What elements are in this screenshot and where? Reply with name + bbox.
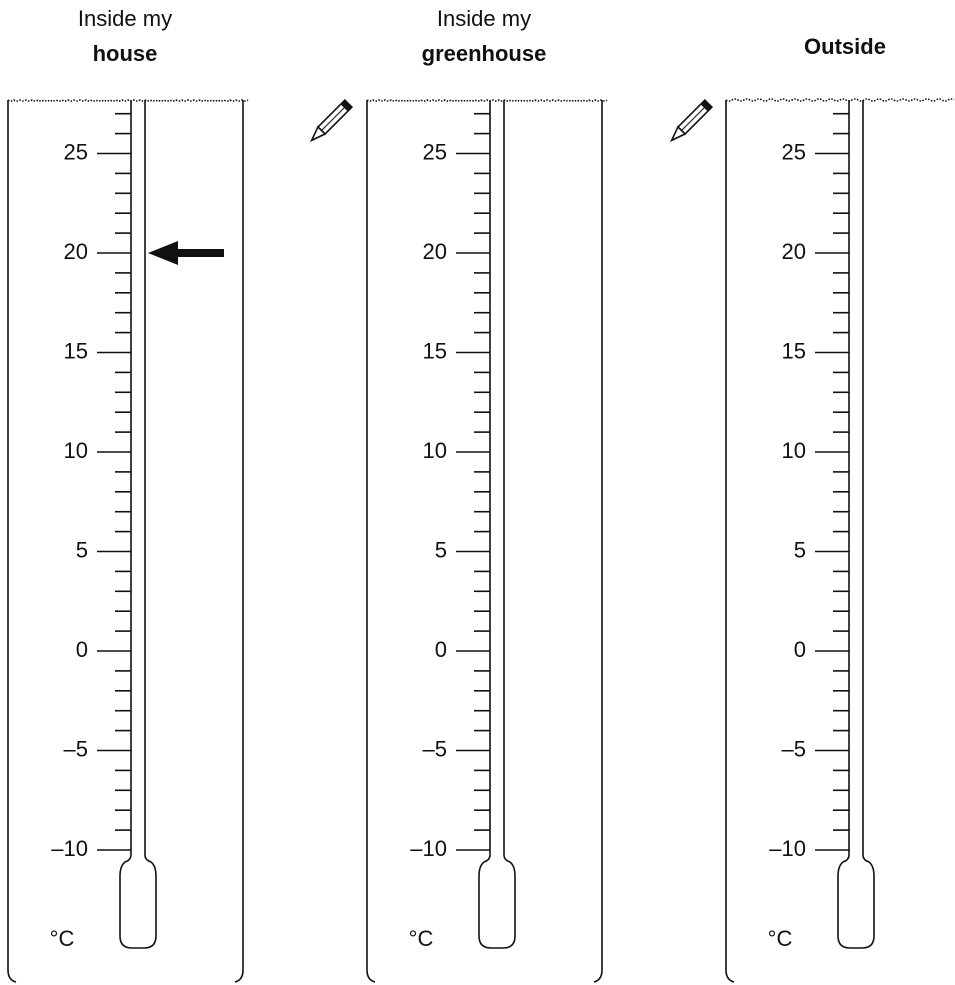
tick-label: 15 [64, 338, 88, 363]
tick-label: 20 [423, 239, 447, 264]
tick-label: 5 [435, 537, 447, 562]
tick-label: 20 [64, 239, 88, 264]
frame-side [7, 100, 17, 983]
tick-label: –10 [51, 836, 88, 861]
tick-label: 15 [423, 338, 447, 363]
frame-side [234, 100, 244, 983]
tick-label: –10 [410, 836, 447, 861]
tick-label: 5 [76, 537, 88, 562]
heading-bold: greenhouse [422, 41, 547, 66]
tick-label: 0 [794, 637, 806, 662]
heading: Inside my [78, 6, 172, 31]
pencil [309, 98, 354, 143]
tick-label: –5 [782, 736, 806, 761]
tick-label: 0 [76, 637, 88, 662]
heading-bold: Outside [804, 34, 886, 59]
pencil [669, 98, 714, 143]
tick-label: 25 [64, 139, 88, 164]
thermometer: Inside my house –10 –5 0 5 10 15 20 25 °C [7, 6, 249, 983]
heading-bold: house [93, 41, 158, 66]
tick-label: 25 [423, 139, 447, 164]
thermometer: Outside –10 –5 0 5 10 15 20 25 °C [725, 34, 955, 983]
tick-label: 15 [782, 338, 806, 363]
reading-arrow [148, 241, 224, 265]
tick-label: 10 [423, 438, 447, 463]
tick-label: 0 [435, 637, 447, 662]
frame-top [725, 98, 955, 102]
unit-label: °C [768, 926, 793, 951]
tick-label: –5 [423, 736, 447, 761]
frame-side [366, 100, 376, 983]
tick-label: 10 [782, 438, 806, 463]
frame-side [593, 100, 603, 983]
tick-label: –5 [64, 736, 88, 761]
tube [478, 100, 516, 949]
tick-label: 20 [782, 239, 806, 264]
thermometer: Inside my greenhouse –10 –5 0 5 10 15 20 25 °C [366, 6, 608, 983]
tick-label: 10 [64, 438, 88, 463]
tick-label: 5 [794, 537, 806, 562]
heading: Inside my [437, 6, 531, 31]
frame-side [725, 100, 735, 983]
tick-label: –10 [769, 836, 806, 861]
tube [837, 100, 875, 949]
frame-top [7, 99, 249, 102]
frame-top [366, 99, 608, 102]
unit-label: °C [50, 926, 75, 951]
unit-label: °C [409, 926, 434, 951]
tube [119, 100, 157, 949]
pencil-icons [309, 98, 714, 143]
tick-label: 25 [782, 139, 806, 164]
